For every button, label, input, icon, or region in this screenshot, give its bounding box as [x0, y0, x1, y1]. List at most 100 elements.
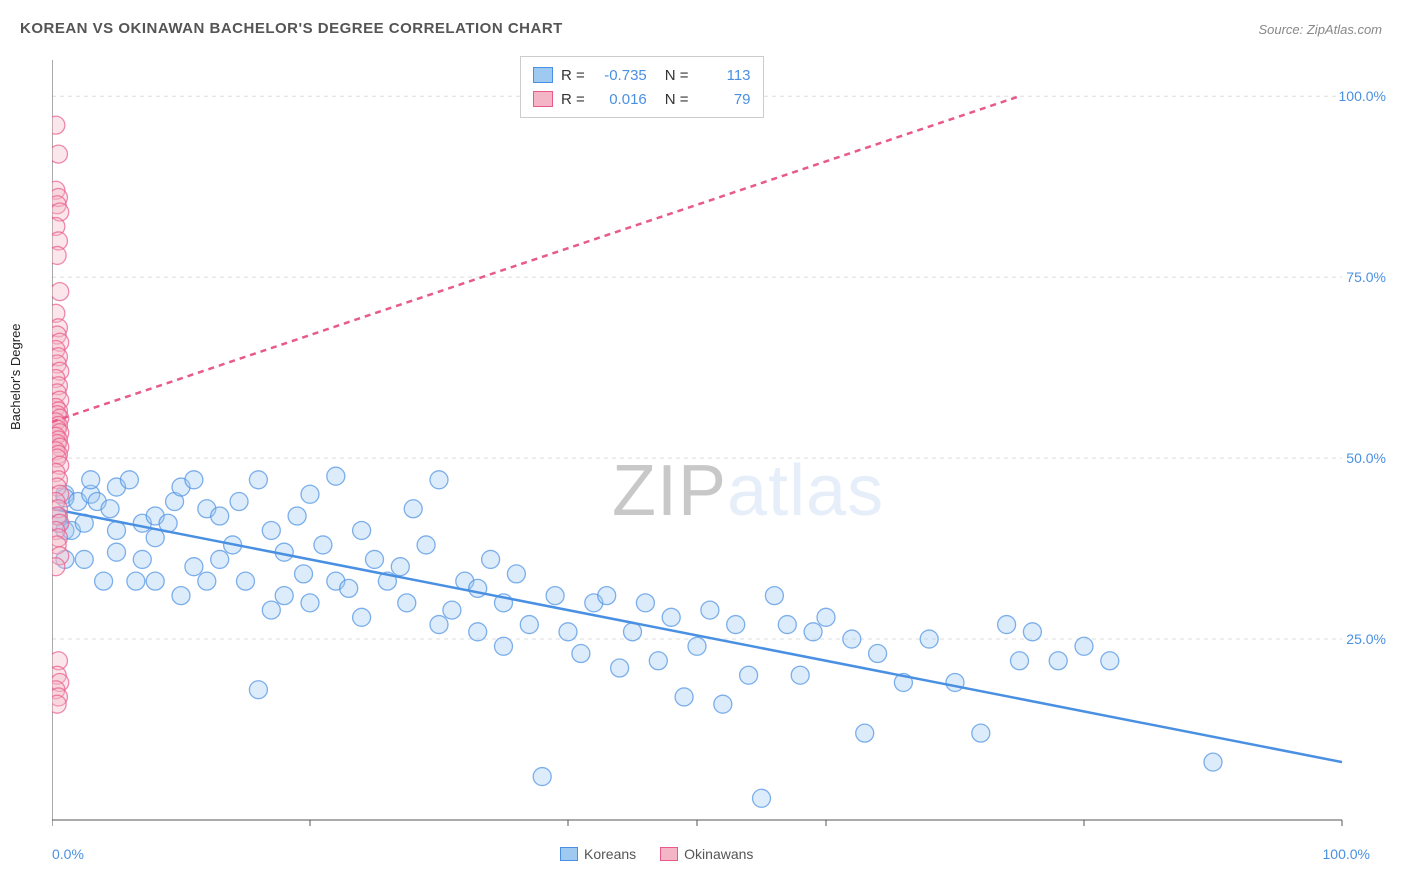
data-point — [430, 616, 448, 634]
data-point — [75, 550, 93, 568]
trend-line — [52, 96, 1020, 422]
y-axis-label: Bachelor's Degree — [8, 323, 23, 430]
r-value: -0.735 — [593, 67, 647, 84]
r-value: 0.016 — [593, 91, 647, 108]
legend-item: Koreans — [560, 846, 636, 862]
data-point — [172, 587, 190, 605]
data-point — [778, 616, 796, 634]
legend-label: Okinawans — [684, 846, 753, 862]
data-point — [52, 246, 66, 264]
data-point — [430, 471, 448, 489]
legend-item: Okinawans — [660, 846, 753, 862]
data-point — [211, 550, 229, 568]
data-point — [1049, 652, 1067, 670]
data-point — [398, 594, 416, 612]
data-point — [391, 558, 409, 576]
data-point — [146, 572, 164, 590]
legend-swatch — [660, 847, 678, 861]
data-point — [230, 493, 248, 511]
data-point — [52, 145, 67, 163]
data-point — [353, 608, 371, 626]
data-point — [572, 645, 590, 663]
source-attribution: Source: ZipAtlas.com — [1258, 22, 1382, 37]
scatter-plot-svg — [52, 50, 1372, 830]
data-point — [301, 594, 319, 612]
data-point — [1011, 652, 1029, 670]
data-point — [765, 587, 783, 605]
data-point — [127, 572, 145, 590]
data-point — [636, 594, 654, 612]
y-tick-label: 100.0% — [1339, 88, 1386, 104]
x-axis-min-label: 0.0% — [52, 846, 84, 862]
data-point — [353, 521, 371, 539]
data-point — [52, 116, 65, 134]
data-point — [1023, 623, 1041, 641]
data-point — [95, 572, 113, 590]
data-point — [1075, 637, 1093, 655]
data-point — [649, 652, 667, 670]
data-point — [520, 616, 538, 634]
data-point — [262, 521, 280, 539]
data-point — [101, 500, 119, 518]
series-legend: Koreans Okinawans — [560, 846, 753, 862]
data-point — [417, 536, 435, 554]
data-point — [295, 565, 313, 583]
correlation-legend: R =-0.735N =113R =0.016N =79 — [520, 56, 764, 118]
data-point — [507, 565, 525, 583]
y-tick-label: 25.0% — [1346, 631, 1386, 647]
data-point — [856, 724, 874, 742]
data-point — [701, 601, 719, 619]
data-point — [52, 558, 65, 576]
data-point — [288, 507, 306, 525]
n-value: 79 — [697, 91, 751, 108]
legend-swatch — [560, 847, 578, 861]
data-point — [327, 467, 345, 485]
data-point — [237, 572, 255, 590]
data-point — [1101, 652, 1119, 670]
data-point — [211, 507, 229, 525]
data-point — [482, 550, 500, 568]
data-point — [559, 623, 577, 641]
data-point — [52, 695, 66, 713]
data-point — [791, 666, 809, 684]
data-point — [611, 659, 629, 677]
data-point — [972, 724, 990, 742]
data-point — [662, 608, 680, 626]
data-point — [546, 587, 564, 605]
data-point — [52, 283, 69, 301]
data-point — [185, 471, 203, 489]
data-point — [1204, 753, 1222, 771]
data-point — [443, 601, 461, 619]
data-point — [753, 789, 771, 807]
n-value: 113 — [697, 67, 751, 84]
y-tick-label: 50.0% — [1346, 450, 1386, 466]
data-point — [688, 637, 706, 655]
data-point — [366, 550, 384, 568]
data-point — [727, 616, 745, 634]
data-point — [624, 623, 642, 641]
legend-swatch — [533, 67, 553, 83]
data-point — [533, 768, 551, 786]
data-point — [817, 608, 835, 626]
data-point — [998, 616, 1016, 634]
legend-row: R =0.016N =79 — [533, 87, 751, 111]
data-point — [804, 623, 822, 641]
trend-line — [52, 509, 1342, 762]
data-point — [946, 673, 964, 691]
data-point — [920, 630, 938, 648]
data-point — [598, 587, 616, 605]
data-point — [108, 543, 126, 561]
x-axis-max-label: 100.0% — [1323, 846, 1370, 862]
data-point — [108, 521, 126, 539]
n-label: N = — [665, 67, 689, 84]
data-point — [340, 579, 358, 597]
chart-title: KOREAN VS OKINAWAN BACHELOR'S DEGREE COR… — [20, 20, 563, 37]
data-point — [249, 471, 267, 489]
data-point — [495, 637, 513, 655]
data-point — [314, 536, 332, 554]
legend-label: Koreans — [584, 846, 636, 862]
chart-area: ZIPatlas — [52, 50, 1372, 830]
data-point — [82, 471, 100, 489]
data-point — [198, 572, 216, 590]
data-point — [469, 623, 487, 641]
